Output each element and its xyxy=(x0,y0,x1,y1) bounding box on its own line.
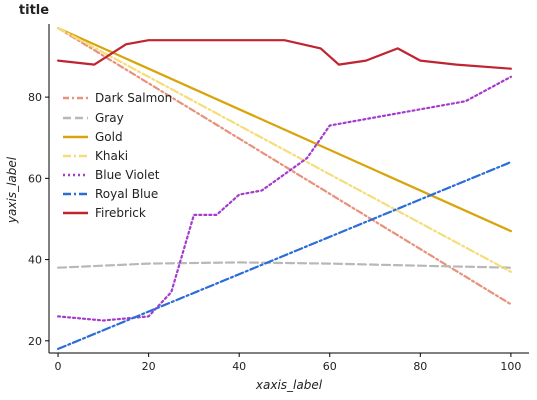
legend-label-royal-blue: Royal Blue xyxy=(95,187,158,201)
x-tick-label: 0 xyxy=(55,360,62,373)
legend-label-blue-violet: Blue Violet xyxy=(95,168,160,182)
y-tick-label: 20 xyxy=(28,335,42,348)
axes xyxy=(48,24,529,354)
legend-item-blue-violet: Blue Violet xyxy=(63,168,160,182)
legend-label-dark-salmon: Dark Salmon xyxy=(95,91,172,105)
x-ticks: 0 20 40 60 80 100 xyxy=(55,353,521,373)
x-tick-label: 100 xyxy=(500,360,521,373)
series-line-dark-salmon xyxy=(56,27,512,306)
x-axis-title: xaxis_label xyxy=(255,378,323,392)
legend-item-gold: Gold xyxy=(63,130,123,144)
chart-title: title xyxy=(19,3,49,18)
legend-label-khaki: Khaki xyxy=(95,149,128,163)
y-tick-label: 60 xyxy=(28,172,42,185)
y-axis-title: yaxis_label xyxy=(5,156,19,224)
x-tick-label: 80 xyxy=(413,360,427,373)
x-tick-label: 60 xyxy=(323,360,337,373)
legend-label-gray: Gray xyxy=(95,111,124,125)
legend-label-firebrick: Firebrick xyxy=(95,206,146,220)
plot-area xyxy=(56,27,512,350)
x-tick-label: 40 xyxy=(232,360,246,373)
legend-item-dark-salmon: Dark Salmon xyxy=(63,91,172,105)
legend-label-gold: Gold xyxy=(95,130,123,144)
y-tick-label: 80 xyxy=(28,91,42,104)
series-line-gray xyxy=(56,261,512,269)
legend-item-royal-blue: Royal Blue xyxy=(63,187,158,201)
y-tick-label: 40 xyxy=(28,254,42,267)
legend-item-gray: Gray xyxy=(63,111,124,125)
series-line-firebrick xyxy=(56,39,512,70)
series-line-royal-blue xyxy=(56,161,512,350)
series-labels: Dark Salmon Gray Gold Khaki Blue Violet Royal… xyxy=(63,91,172,220)
series-line-gold xyxy=(56,27,512,233)
x-tick-label: 20 xyxy=(142,360,156,373)
legend-item-khaki: Khaki xyxy=(63,149,128,163)
y-ticks: 20 40 60 80 xyxy=(28,91,49,348)
series-line-khaki xyxy=(56,27,512,273)
legend-item-firebrick: Firebrick xyxy=(63,206,146,220)
